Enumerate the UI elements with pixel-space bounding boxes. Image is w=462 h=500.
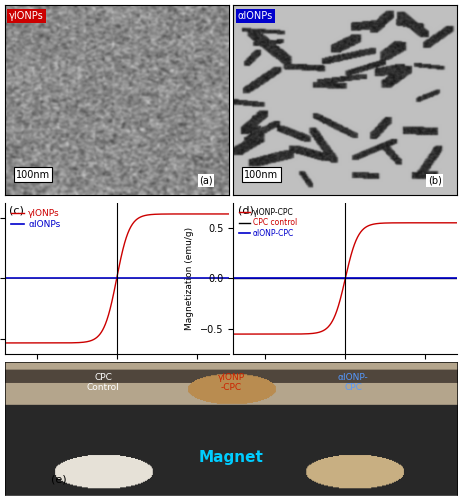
Text: αIONP-
CPC: αIONP- CPC — [338, 373, 369, 392]
γIONP-CPC — [329, 319, 335, 325]
Text: Magnet: Magnet — [199, 450, 263, 466]
γIONP-CPC — [384, 220, 390, 226]
X-axis label: Field (Oe): Field (Oe) — [86, 380, 147, 390]
Text: γIONP
-CPC: γIONP -CPC — [218, 373, 244, 392]
αIONPs — [25, 276, 30, 281]
γIONPs — [181, 211, 186, 217]
αIONPs — [176, 276, 182, 281]
αIONPs — [156, 276, 161, 281]
Text: (a): (a) — [200, 175, 213, 185]
αIONP-CPC — [409, 276, 415, 281]
αIONPs — [2, 276, 7, 281]
γIONPs — [92, 336, 98, 342]
CPC control — [455, 276, 460, 281]
αIONPs — [92, 276, 98, 281]
γIONPs — [2, 340, 7, 346]
αIONP-CPC — [253, 276, 259, 281]
αIONPs — [181, 276, 186, 281]
CPC control — [409, 276, 415, 281]
αIONPs — [101, 276, 106, 281]
Text: (d): (d) — [238, 206, 254, 216]
αIONP-CPC — [321, 276, 327, 281]
CPC control — [384, 276, 390, 281]
CPC control — [231, 276, 236, 281]
αIONP-CPC — [329, 276, 335, 281]
Text: 100nm: 100nm — [244, 170, 279, 179]
X-axis label: Field (Oe): Field (Oe) — [315, 380, 376, 390]
CPC control — [321, 276, 327, 281]
γIONPs — [176, 211, 182, 217]
CPC control — [405, 276, 411, 281]
Legend: γIONPs, αIONPs: γIONPs, αIONPs — [9, 207, 62, 231]
αIONPs — [226, 276, 231, 281]
γIONPs — [101, 326, 106, 332]
Text: αIONPs: αIONPs — [238, 10, 273, 20]
CPC control — [253, 276, 259, 281]
Text: 100nm: 100nm — [16, 170, 50, 179]
γIONP-CPC — [409, 220, 415, 226]
Text: (e): (e) — [51, 474, 67, 484]
γIONP-CPC — [321, 328, 327, 334]
γIONP-CPC — [231, 331, 236, 337]
Text: γIONPs: γIONPs — [9, 10, 44, 20]
γIONP-CPC — [253, 331, 259, 337]
Legend: γIONP-CPC, CPC control, αIONP-CPC: γIONP-CPC, CPC control, αIONP-CPC — [237, 206, 299, 240]
γIONP-CPC — [405, 220, 411, 226]
Line: γIONPs: γIONPs — [5, 214, 229, 343]
γIONPs — [156, 211, 161, 217]
αIONP-CPC — [231, 276, 236, 281]
γIONPs — [25, 340, 30, 346]
γIONP-CPC — [455, 220, 460, 226]
γIONPs — [226, 211, 231, 217]
αIONP-CPC — [384, 276, 390, 281]
Text: (c): (c) — [9, 206, 24, 216]
αIONP-CPC — [455, 276, 460, 281]
αIONP-CPC — [405, 276, 411, 281]
Y-axis label: Magnetization (emu/g): Magnetization (emu/g) — [185, 227, 195, 330]
Text: CPC
Control: CPC Control — [87, 373, 120, 392]
CPC control — [329, 276, 335, 281]
Line: γIONP-CPC: γIONP-CPC — [233, 223, 457, 334]
Text: (b): (b) — [428, 175, 442, 185]
